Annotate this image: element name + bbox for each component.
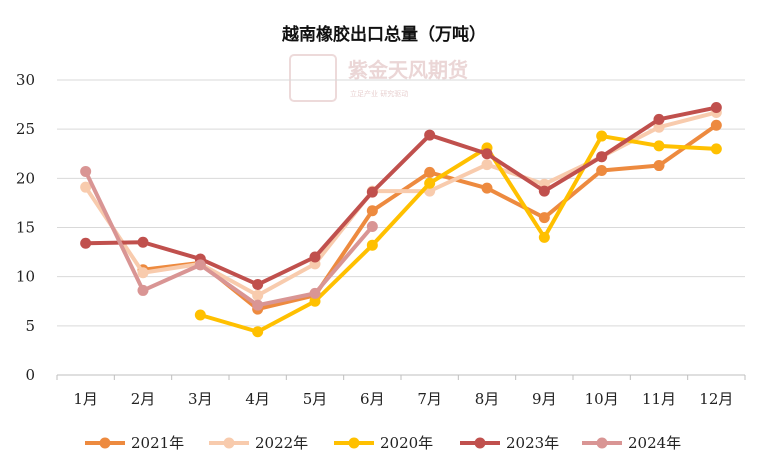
y-tick-label: 25 <box>16 120 35 138</box>
series-line <box>198 134 719 334</box>
legend-item: 2020年 <box>334 434 433 452</box>
x-tick-label: 7月 <box>417 390 442 408</box>
data-point <box>653 140 665 152</box>
data-point <box>424 129 436 141</box>
data-point <box>80 181 92 193</box>
grid <box>56 79 746 380</box>
x-tick-label: 4月 <box>245 390 270 408</box>
data-point <box>481 182 493 194</box>
data-point <box>538 212 550 224</box>
legend-item: 2022年 <box>209 434 308 452</box>
series-2021年 <box>137 119 722 315</box>
y-tick-label: 0 <box>25 366 35 384</box>
data-point <box>309 287 321 299</box>
series-2023年 <box>80 102 722 291</box>
series-2024年 <box>80 165 378 311</box>
data-point <box>137 267 149 279</box>
data-point <box>710 102 722 114</box>
x-tick-label: 1月 <box>73 390 98 408</box>
x-tick-label: 2月 <box>131 390 156 408</box>
data-point <box>538 185 550 197</box>
data-point <box>309 295 321 307</box>
legend-marker <box>348 437 360 449</box>
y-tick-label: 10 <box>16 268 35 286</box>
data-point <box>252 289 264 301</box>
y-tick-label: 30 <box>16 71 35 89</box>
legend-marker <box>474 437 486 449</box>
x-tick-label: 5月 <box>303 390 328 408</box>
data-point <box>424 166 436 178</box>
y-tick-label: 20 <box>16 169 35 187</box>
watermark-tagline: 立足产业 研究驱动 <box>350 89 408 98</box>
watermark: 紫金天风期货 立足产业 研究驱动 <box>289 54 468 102</box>
legend-marker <box>223 437 235 449</box>
x-tick-label: 11月 <box>642 390 676 408</box>
x-tick-label: 12月 <box>699 390 733 408</box>
legend: 2021年 2022年 2020年 2023年 2024年 <box>85 434 681 452</box>
series-layer <box>80 102 722 338</box>
legend-label: 2021年 <box>131 434 184 452</box>
data-point <box>252 299 264 311</box>
x-tick-label: 6月 <box>360 390 385 408</box>
legend-label: 2022年 <box>255 434 308 452</box>
x-tick-label: 3月 <box>188 390 213 408</box>
series-line <box>83 105 719 287</box>
data-point <box>309 251 321 263</box>
series-line <box>83 169 375 308</box>
legend-marker <box>596 437 608 449</box>
x-tick-label: 8月 <box>475 390 500 408</box>
y-tick-label: 5 <box>25 317 35 335</box>
data-point <box>137 236 149 248</box>
x-tick-label: 10月 <box>585 390 619 408</box>
data-point <box>710 143 722 155</box>
data-point <box>538 231 550 243</box>
legend-item: 2023年 <box>460 434 559 452</box>
data-point <box>80 165 92 177</box>
series-2022年 <box>80 106 722 301</box>
legend-marker <box>99 437 111 449</box>
data-point <box>194 309 206 321</box>
legend-label: 2023年 <box>506 434 559 452</box>
data-point <box>596 130 608 142</box>
legend-label: 2020年 <box>380 434 433 452</box>
data-point <box>481 159 493 171</box>
data-point <box>653 160 665 172</box>
data-point <box>424 177 436 189</box>
x-tick-label: 9月 <box>532 390 557 408</box>
data-point <box>596 164 608 176</box>
data-point <box>596 151 608 163</box>
data-point <box>481 148 493 160</box>
y-tick-label: 15 <box>16 219 35 237</box>
legend-item: 2021年 <box>85 434 184 452</box>
chart-title: 越南橡胶出口总量（万吨） <box>281 24 486 45</box>
data-point <box>137 284 149 296</box>
y-axis-ticks: 0 5 10 15 20 25 30 <box>16 71 35 384</box>
data-point <box>80 237 92 249</box>
series-2020年 <box>194 130 722 338</box>
data-point <box>710 119 722 131</box>
legend-item: 2024年 <box>582 434 681 452</box>
data-point <box>653 113 665 125</box>
data-point <box>366 221 378 233</box>
watermark-seal <box>289 54 337 102</box>
watermark-logo-text: 紫金天风期货 <box>348 58 468 82</box>
data-point <box>366 186 378 198</box>
data-point <box>252 279 264 291</box>
x-axis-ticks: 1月 2月 3月 4月 5月 6月 7月 8月 9月 10月 11月 12月 <box>73 390 733 408</box>
data-point <box>194 259 206 271</box>
data-point <box>366 205 378 217</box>
legend-label: 2024年 <box>628 434 681 452</box>
data-point <box>366 239 378 251</box>
data-point <box>252 326 264 338</box>
data-point <box>653 121 665 133</box>
